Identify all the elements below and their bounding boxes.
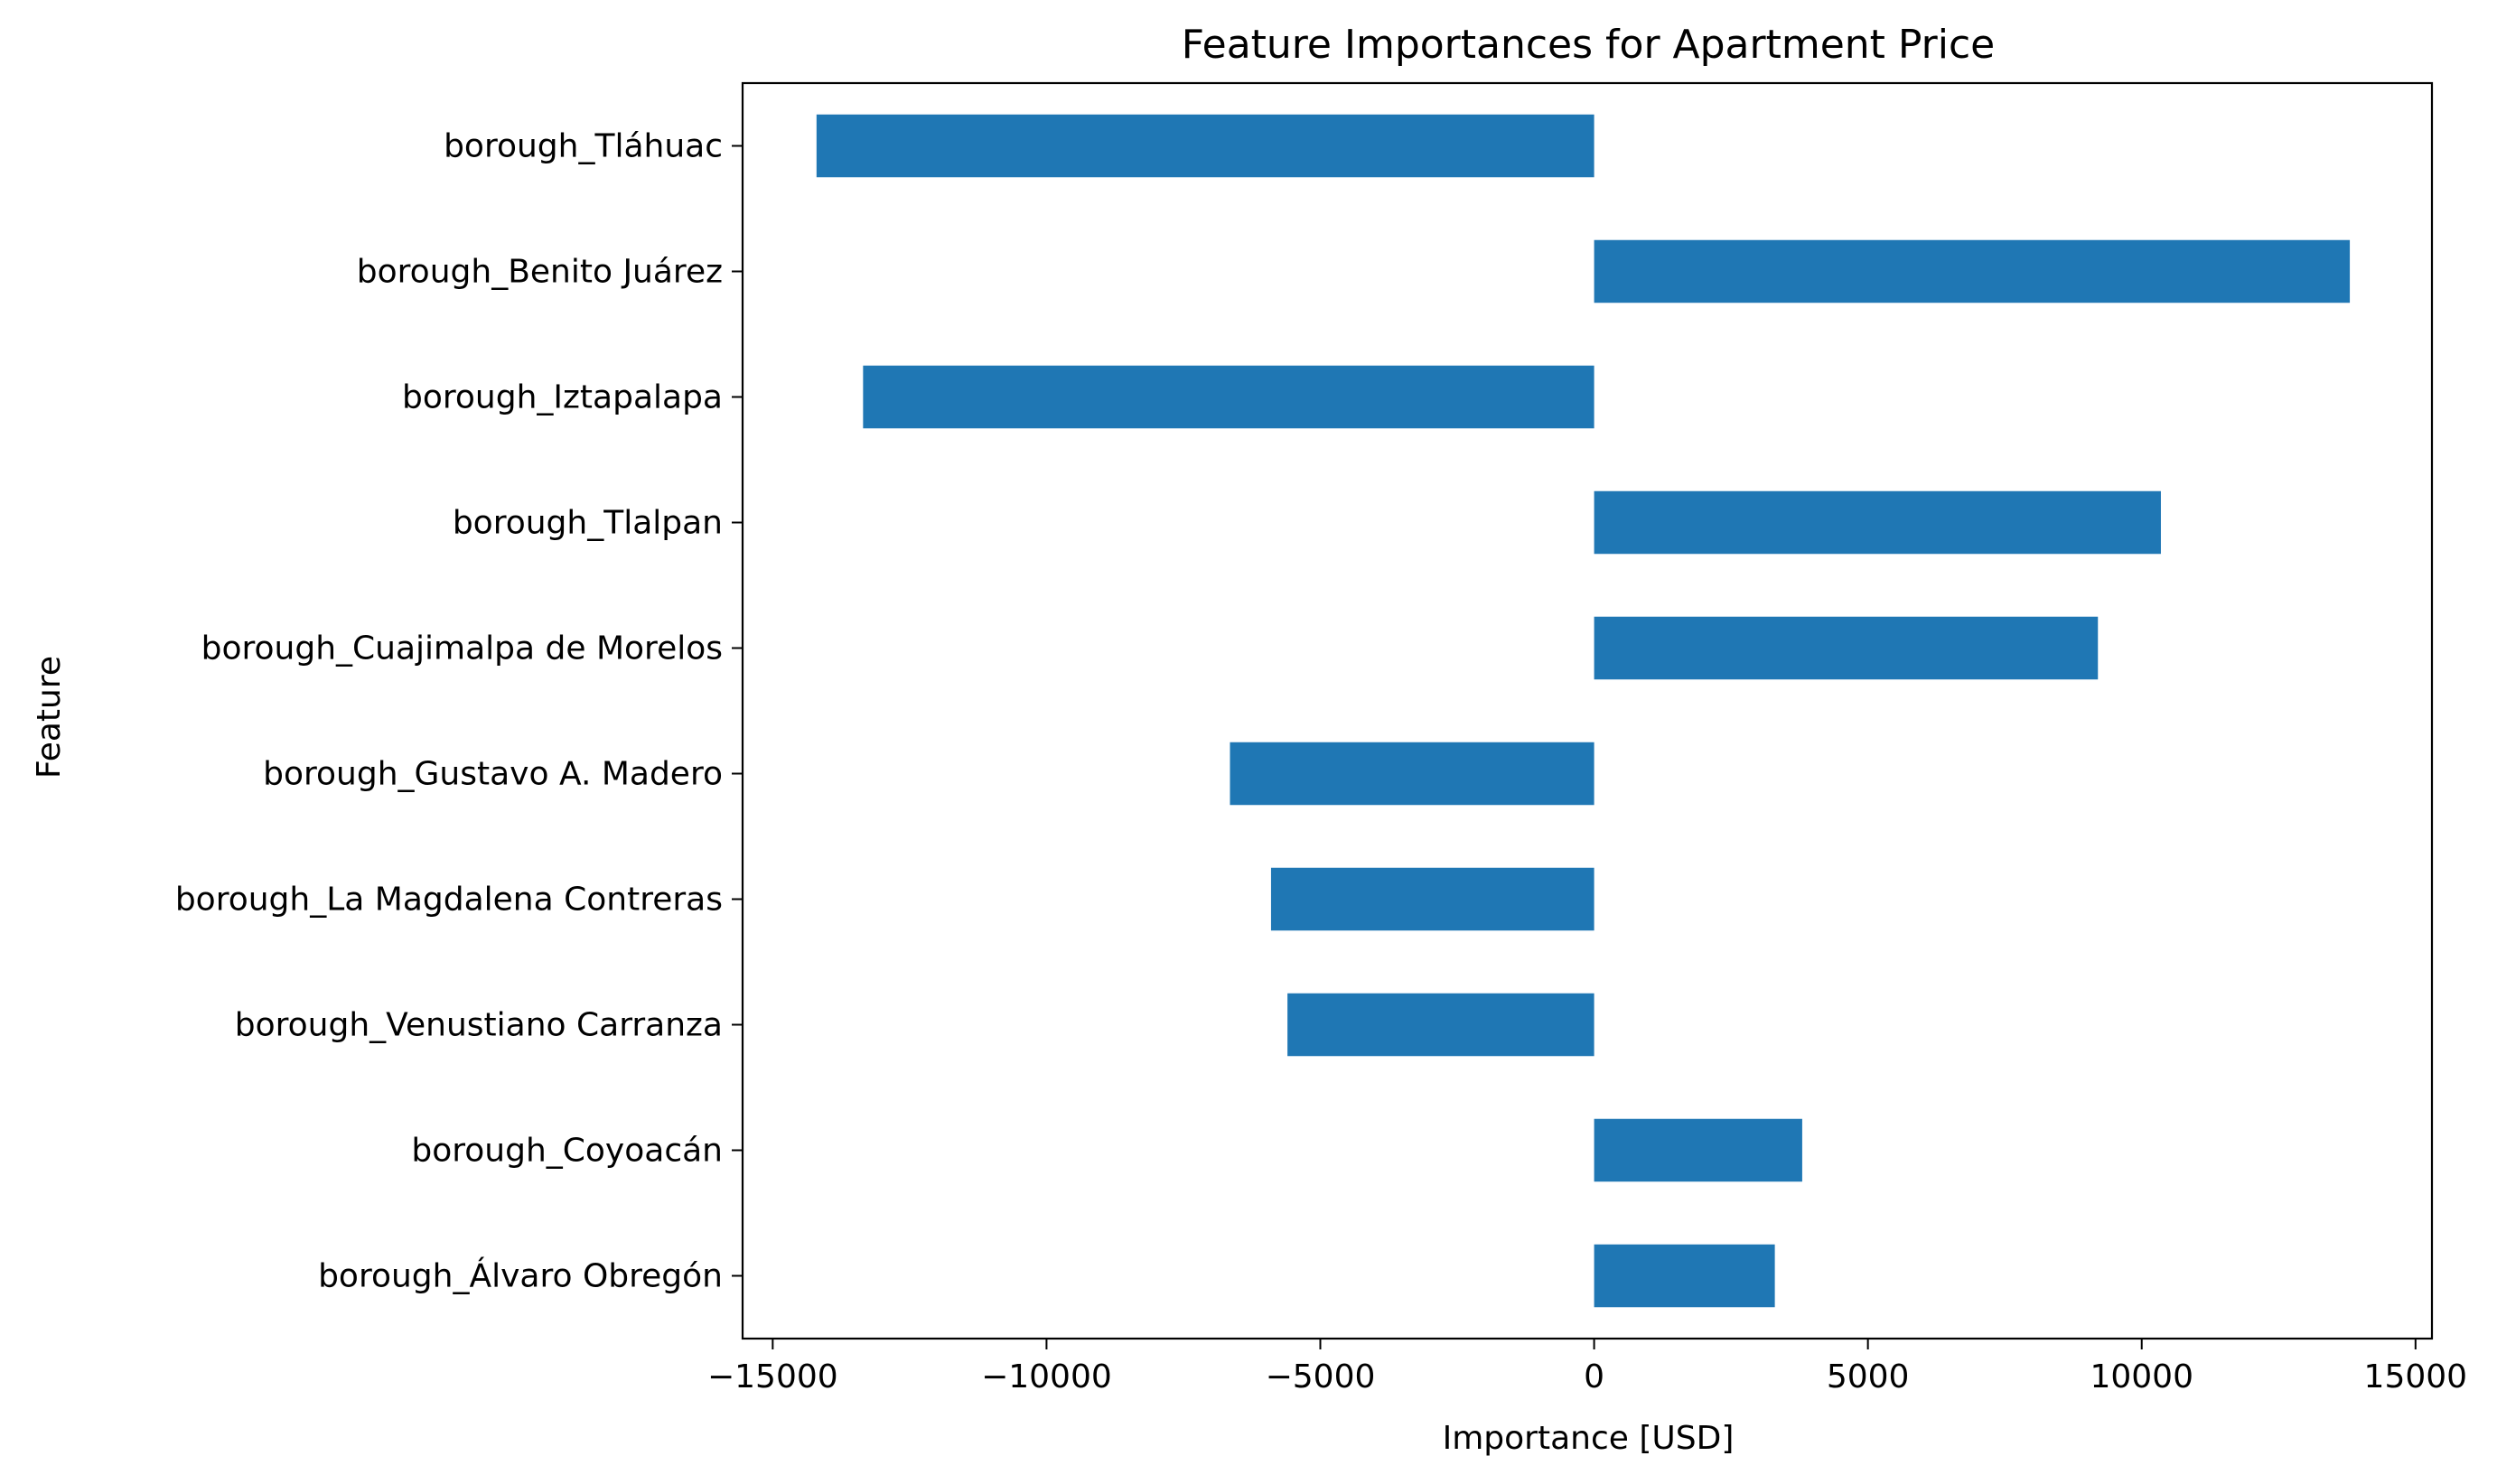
x-tick-label: 10000 [2090, 1358, 2193, 1395]
bar [1594, 1118, 1802, 1182]
bar [1270, 867, 1595, 931]
bar [1594, 490, 2161, 555]
bar [1594, 1244, 1775, 1308]
x-tick-label: 15000 [2364, 1358, 2468, 1395]
x-axis-label: Importance [USD] [1443, 1420, 1735, 1457]
bar [1230, 742, 1595, 806]
plot-frame [741, 81, 2434, 1340]
bar [1594, 616, 2099, 680]
y-tick-label: borough_Coyoacán [411, 1133, 723, 1170]
y-tick-label: borough_Álvaro Obregón [318, 1257, 723, 1295]
bar [1287, 993, 1595, 1057]
y-tick-label: borough_La Magdalena Contreras [175, 882, 723, 919]
bars [816, 114, 2351, 1308]
y-tick-label: borough_Benito Juárez [357, 254, 723, 291]
bar [816, 114, 1595, 178]
x-tick-label: −15000 [707, 1358, 838, 1395]
bar [863, 365, 1595, 429]
y-axis-label: Feature [31, 656, 68, 779]
x-tick-label: 5000 [1827, 1358, 1910, 1395]
y-tick-label: borough_Cuajimalpa de Morelos [201, 630, 723, 667]
bar [1594, 239, 2351, 303]
y-tick-label: borough_Tláhuac [444, 128, 723, 165]
y-tick-label: borough_Venustiano Carranza [235, 1007, 723, 1044]
y-axis: borough_Álvaro Obregón borough_Coyoacán bo… [175, 128, 743, 1295]
chart-title: Feature Importances for Apartment Price [1182, 22, 1996, 68]
x-axis: −15000 −10000 −5000 0 5000 10000 15000 [707, 1339, 2467, 1395]
x-tick-label: −10000 [981, 1358, 1112, 1395]
x-tick-label: −5000 [1266, 1358, 1376, 1395]
y-tick-label: borough_Gustavo A. Madero [263, 756, 723, 793]
x-tick-label: 0 [1584, 1358, 1604, 1395]
y-tick-label: borough_Iztapalapa [402, 379, 723, 416]
y-tick-label: borough_Tlalpan [453, 505, 723, 542]
